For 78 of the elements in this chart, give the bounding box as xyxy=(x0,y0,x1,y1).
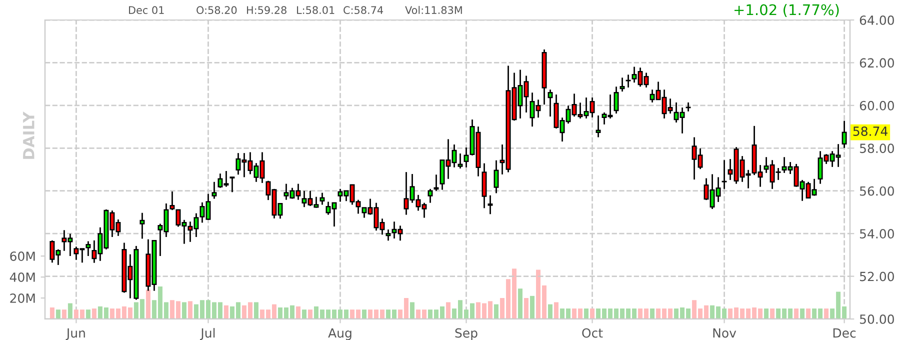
text: Vol:11.83M xyxy=(405,6,462,14)
bar xyxy=(92,308,96,319)
candlestick xyxy=(488,194,493,215)
text: +1.02 (1.77%) xyxy=(734,4,839,17)
bar xyxy=(86,310,90,319)
bar xyxy=(530,296,535,319)
x-tick-label: Jul xyxy=(200,328,215,340)
bar xyxy=(524,298,529,319)
x-tick-label: Dec xyxy=(833,328,856,338)
bar xyxy=(146,290,150,319)
y-tick-label: 60.00 xyxy=(860,100,894,110)
candlestick xyxy=(722,159,727,190)
x-tick-label: Oct xyxy=(582,328,603,338)
candlestick xyxy=(212,181,217,200)
bar xyxy=(824,308,829,319)
y-tick-label: 52.00 xyxy=(860,272,894,282)
text: C:58.74 xyxy=(344,6,384,14)
bar xyxy=(254,302,258,319)
y-tick-label: 62.00 xyxy=(860,58,894,68)
bar xyxy=(554,302,559,319)
x-tick-label: Aug xyxy=(328,328,352,340)
bar xyxy=(764,308,769,319)
candlestick xyxy=(230,176,235,193)
y-tick-label: 64.00 xyxy=(860,15,894,25)
candlestick xyxy=(548,88,553,118)
candlestick xyxy=(614,86,619,114)
candlestick xyxy=(620,76,625,92)
y2-tick-label: 60M xyxy=(10,252,35,261)
candlestick xyxy=(434,174,439,192)
candlestick xyxy=(482,162,487,209)
bar xyxy=(56,310,60,319)
bar xyxy=(590,308,595,319)
x-tick-label: Sep xyxy=(455,328,478,340)
candlestick xyxy=(458,152,463,170)
bar xyxy=(410,302,414,319)
bar xyxy=(362,310,366,319)
y-tick-label: 50.00 xyxy=(860,314,894,324)
bar xyxy=(770,308,775,319)
annotation: 58.74 xyxy=(853,126,888,136)
bar xyxy=(650,308,655,319)
bar xyxy=(584,308,589,319)
candlestick xyxy=(320,192,325,206)
y-tick-label: 56.00 xyxy=(860,186,894,196)
y2-tick-label: 40M xyxy=(10,272,35,282)
candlestick xyxy=(386,228,391,242)
y-tick-label: 58.00 xyxy=(860,144,894,154)
candlestick xyxy=(464,146,469,168)
text: H:59.28 xyxy=(247,6,286,14)
bar xyxy=(224,305,228,319)
candlestick xyxy=(842,120,847,149)
candlestick xyxy=(428,188,433,204)
bar xyxy=(806,308,811,319)
bar xyxy=(296,306,300,319)
bar xyxy=(494,304,499,319)
text: O:58.20 xyxy=(196,6,237,14)
bar xyxy=(446,302,450,319)
text: Dec 01 xyxy=(129,6,164,14)
y2-tick-label: 20M xyxy=(10,293,35,303)
candlestick xyxy=(494,160,499,194)
bar xyxy=(50,307,54,319)
text: L:58.01 xyxy=(297,6,334,14)
candlestick xyxy=(140,212,145,240)
candlestick xyxy=(626,74,631,88)
bar xyxy=(308,310,312,319)
x-tick-label: Jun xyxy=(66,328,85,340)
bar xyxy=(800,308,805,319)
y-tick-label: 54.00 xyxy=(860,229,894,238)
bar xyxy=(302,310,306,319)
bar xyxy=(188,301,192,319)
candlestick xyxy=(686,102,691,112)
x-tick-label: Nov xyxy=(713,328,736,338)
bar xyxy=(182,302,186,319)
bar xyxy=(62,310,66,319)
bar xyxy=(68,303,72,319)
bar xyxy=(794,308,799,319)
bar xyxy=(518,288,523,319)
bar xyxy=(548,304,553,319)
candlestick xyxy=(596,114,601,138)
